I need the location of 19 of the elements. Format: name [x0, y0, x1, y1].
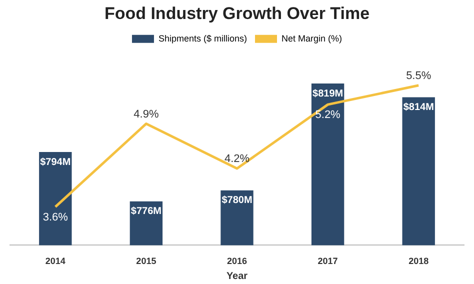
data-label: $814M [403, 102, 434, 113]
data-label: 3.6% [42, 211, 68, 224]
data-label: 5.2% [315, 109, 341, 122]
x-tick-label: 2014 [45, 256, 66, 266]
x-tick-label: 2016 [226, 256, 248, 266]
chart-title: Food Industry Growth Over Time [104, 4, 370, 23]
data-label: $776M [130, 206, 162, 218]
data-label: 4.9% [134, 108, 159, 120]
data-label: 4.2% [224, 153, 250, 166]
x-axis-title: Year [226, 270, 248, 282]
data-label: $794M [40, 156, 71, 168]
x-tick-label: 2018 [408, 256, 429, 266]
data-label: 5.5% [406, 70, 432, 82]
x-tick-label: 2017 [318, 256, 338, 266]
x-tick-label: 2015 [136, 256, 156, 266]
data-label: $780M [222, 195, 252, 206]
legend-label: Shipments ($ millions) [158, 33, 248, 44]
legend-label: Net Margin (%) [282, 33, 342, 44]
data-label: $819M [312, 88, 344, 100]
